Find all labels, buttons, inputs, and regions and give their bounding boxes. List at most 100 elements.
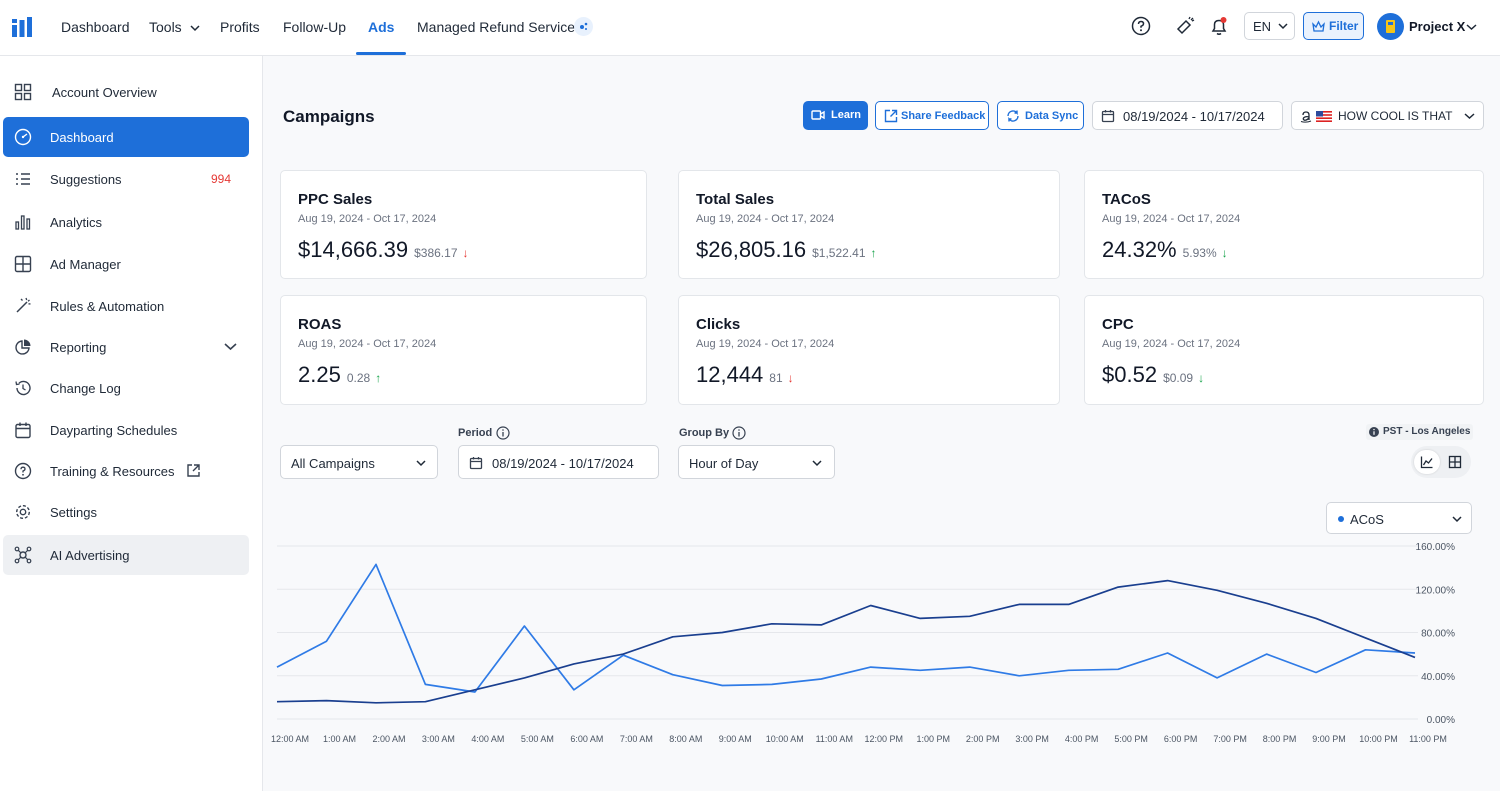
x-tick-label: 4:00 PM xyxy=(1065,734,1099,744)
us-flag-icon xyxy=(1316,111,1332,122)
sidebar-item-dashboard[interactable]: Dashboard xyxy=(3,117,249,157)
x-tick-label: 10:00 AM xyxy=(766,734,804,744)
series-line-1[interactable] xyxy=(276,563,1416,693)
avatar[interactable] xyxy=(1377,13,1404,40)
sidebar-item-rules-automation[interactable]: Rules & Automation xyxy=(3,286,249,326)
sidebar-item-analytics[interactable]: Analytics xyxy=(3,202,249,242)
y-tick-label: 40.00% xyxy=(1421,672,1455,683)
nav-dashboard[interactable]: Dashboard xyxy=(61,19,130,35)
sidebar-item-training-resources[interactable]: Training & Resources xyxy=(3,451,249,491)
nav-ads[interactable]: Ads xyxy=(368,19,395,35)
sidebar-item-dayparting-schedules[interactable]: Dayparting Schedules xyxy=(3,410,249,450)
metric-select[interactable]: ACoS xyxy=(1326,502,1472,534)
store-select[interactable]: HOW COOL IS THAT xyxy=(1291,101,1484,130)
sidebar-item-ai-advertising[interactable]: AI Advertising xyxy=(3,535,249,575)
external-link-icon xyxy=(884,109,898,123)
calendar-icon xyxy=(15,422,31,439)
x-tick-label: 10:00 PM xyxy=(1359,734,1398,744)
arrow-up-icon: ↑ xyxy=(375,371,382,385)
metric-value: ACoS xyxy=(1350,512,1384,527)
learn-button[interactable]: Learn xyxy=(803,101,868,130)
x-tick-label: 11:00 PM xyxy=(1409,734,1447,744)
page-title: Campaigns xyxy=(283,107,375,126)
sidebar-item-label: Training & Resources xyxy=(50,464,175,479)
chevron-down-icon[interactable] xyxy=(1466,23,1477,31)
sidebar-item-label: Account Overview xyxy=(52,85,157,100)
info-icon[interactable] xyxy=(732,426,746,440)
pie-chart-icon xyxy=(15,339,31,355)
bell-icon[interactable] xyxy=(1208,15,1230,37)
logo-icon[interactable] xyxy=(11,16,33,38)
sidebar-item-change-log[interactable]: Change Log xyxy=(3,368,249,408)
top-navigation: Dashboard Tools Profits Follow-Up Ads Ma… xyxy=(0,0,1500,56)
x-tick-label: 12:00 AM xyxy=(271,734,309,744)
sidebar-item-label: AI Advertising xyxy=(50,548,130,563)
group-by-label-text: Group By xyxy=(679,427,730,439)
x-tick-label: 9:00 PM xyxy=(1312,734,1346,744)
card-change: $386.17 xyxy=(414,246,458,260)
kpi-card-total-sales: Total Sales Aug 19, 2024 - Oct 17, 2024 … xyxy=(678,170,1060,279)
share-feedback-button[interactable]: Share Feedback xyxy=(875,101,989,130)
help-icon[interactable] xyxy=(1130,15,1152,37)
nav-tools[interactable]: Tools xyxy=(149,19,200,35)
x-tick-label: 3:00 AM xyxy=(422,734,455,744)
sidebar-item-ad-manager[interactable]: Ad Manager xyxy=(3,244,249,284)
kpi-card-tacos: TACoS Aug 19, 2024 - Oct 17, 2024 24.32%… xyxy=(1084,170,1484,279)
calendar-icon xyxy=(1101,110,1115,123)
date-range-picker[interactable]: 08/19/2024 - 10/17/2024 xyxy=(1092,101,1283,130)
x-tick-label: 5:00 AM xyxy=(521,734,554,744)
period-date-picker[interactable]: 08/19/2024 - 10/17/2024 xyxy=(458,445,659,479)
filter-button[interactable]: Filter xyxy=(1303,12,1364,40)
info-icon[interactable] xyxy=(496,426,510,440)
nav-managed-refund-service[interactable]: Managed Refund Service xyxy=(417,19,575,35)
card-value: $26,805.16 xyxy=(696,237,807,262)
filter-label: Filter xyxy=(1329,19,1359,33)
x-tick-label: 8:00 PM xyxy=(1263,734,1297,744)
line-chart-view-button[interactable] xyxy=(1414,450,1440,474)
date-range-value: 08/19/2024 - 10/17/2024 xyxy=(1123,109,1265,124)
x-tick-label: 1:00 PM xyxy=(916,734,950,744)
amazon-icon xyxy=(1300,111,1312,123)
sidebar-item-label: Ad Manager xyxy=(50,257,121,272)
group-by-select[interactable]: Hour of Day xyxy=(678,445,835,479)
card-change: 81 xyxy=(769,371,783,385)
kpi-card-cpc: CPC Aug 19, 2024 - Oct 17, 2024 $0.52 $0.… xyxy=(1084,295,1484,405)
campaigns-select[interactable]: All Campaigns xyxy=(280,445,438,479)
sidebar-item-label: Reporting xyxy=(50,340,107,355)
sidebar: Account Overview Dashboard Suggestions 9… xyxy=(0,56,263,791)
gear-icon xyxy=(15,504,31,520)
nav-profits[interactable]: Profits xyxy=(220,19,260,35)
chevron-down-icon xyxy=(812,460,822,467)
data-sync-button[interactable]: Data Sync xyxy=(997,101,1084,130)
card-value: 24.32% xyxy=(1102,237,1177,262)
kpi-card-ppc-sales: PPC Sales Aug 19, 2024 - Oct 17, 2024 $1… xyxy=(280,170,647,279)
view-toggle xyxy=(1411,446,1471,478)
ai-icon xyxy=(14,546,32,564)
y-tick-label: 160.00% xyxy=(1416,542,1456,553)
series-line-2[interactable] xyxy=(276,579,1416,704)
project-name[interactable]: Project X xyxy=(1409,19,1466,34)
x-tick-label: 4:00 AM xyxy=(471,734,504,744)
sidebar-item-label: Dashboard xyxy=(50,130,114,145)
x-tick-label: 5:00 PM xyxy=(1114,734,1148,744)
timezone-text: PST - Los Angeles xyxy=(1383,426,1471,437)
nav-follow-up[interactable]: Follow-Up xyxy=(283,19,347,35)
sidebar-item-label: Rules & Automation xyxy=(50,299,165,314)
card-title: ROAS xyxy=(298,316,342,333)
sidebar-item-account-overview[interactable]: Account Overview xyxy=(3,72,249,112)
table-view-button[interactable] xyxy=(1442,450,1468,474)
x-tick-label: 7:00 PM xyxy=(1213,734,1247,744)
x-tick-label: 9:00 AM xyxy=(719,734,752,744)
card-title: Clicks xyxy=(696,316,741,333)
dashboard-icon xyxy=(14,128,32,146)
sidebar-item-suggestions[interactable]: Suggestions 994 xyxy=(3,159,249,199)
group-by-value: Hour of Day xyxy=(689,456,759,471)
sidebar-item-settings[interactable]: Settings xyxy=(3,492,249,532)
group-by-label: Group By xyxy=(679,426,746,440)
x-tick-label: 6:00 AM xyxy=(570,734,603,744)
card-change: 0.28 xyxy=(346,371,371,385)
language-select[interactable]: EN xyxy=(1244,12,1295,40)
sidebar-item-reporting[interactable]: Reporting xyxy=(3,327,249,367)
announcement-icon[interactable] xyxy=(1174,15,1196,37)
store-name: HOW COOL IS THAT xyxy=(1338,109,1453,123)
